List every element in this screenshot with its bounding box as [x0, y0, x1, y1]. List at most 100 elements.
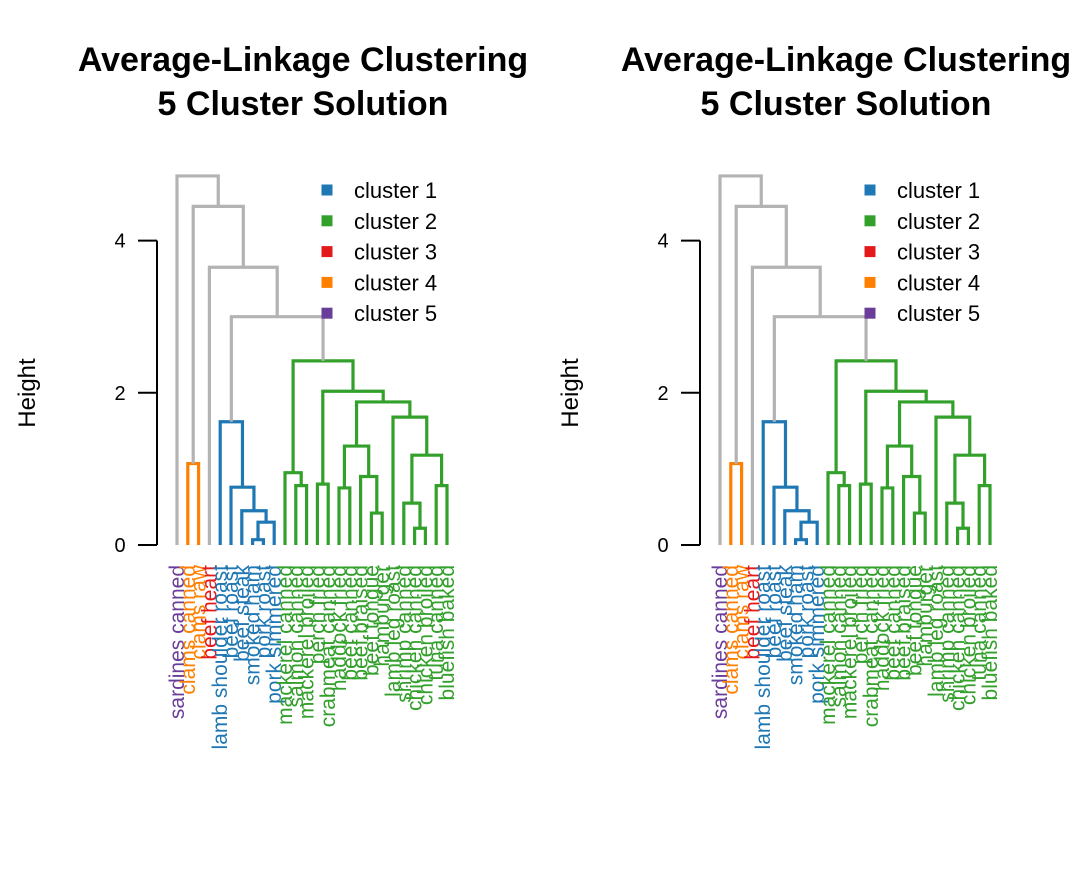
dendrogram-branch — [837, 484, 852, 545]
leaf-label: perch fried — [849, 565, 872, 664]
y-axis-label: Height — [14, 358, 41, 428]
leaf-label: beef heart — [741, 565, 764, 660]
dendrogram-branch — [315, 482, 330, 545]
legend-label: cluster 2 — [897, 209, 980, 234]
dendrogram-branch — [337, 486, 352, 545]
dendrogram-branch — [229, 315, 325, 422]
dendrogram-branch — [342, 444, 371, 488]
y-tick-label: 2 — [114, 383, 125, 405]
leaf-label: pork simmered — [263, 565, 286, 704]
legend-label: cluster 5 — [354, 301, 437, 326]
leaf-label: clams canned — [177, 565, 200, 695]
leaf-label: beef tongue — [360, 565, 383, 676]
dendrogram-branch — [858, 482, 873, 545]
leaf-label: haddock fried — [871, 565, 894, 691]
dendrogram-branch — [885, 444, 914, 488]
legend-swatch — [864, 307, 876, 319]
y-tick-label: 4 — [657, 231, 668, 253]
y-tick-label: 4 — [114, 231, 125, 253]
leaf-label: salmon canned — [828, 565, 851, 707]
dendrogram-branch — [718, 174, 763, 545]
leaf-label: tuna canned — [968, 565, 991, 681]
leaf-label: lamb leg roast — [382, 565, 405, 697]
leaf-label: beef steak — [231, 565, 254, 662]
leaf-label: mackerel canned — [274, 565, 297, 725]
leaf-label: beef roast — [763, 565, 786, 659]
dendrogram-branch — [880, 486, 895, 545]
dendrogram-branch — [934, 415, 972, 545]
legend-label: cluster 1 — [354, 178, 437, 203]
dendrogram-branch — [897, 400, 955, 447]
dendrogram-branch — [369, 511, 384, 545]
leaf-label: clams canned — [720, 565, 743, 695]
leaf-label: chicken broiled — [957, 565, 980, 705]
leaf-label: bluefish baked — [979, 565, 1002, 700]
dendrogram-branch — [912, 511, 927, 545]
legend-label: cluster 3 — [354, 240, 437, 265]
legend-label: cluster 1 — [897, 178, 980, 203]
dendrogram-branch — [256, 520, 276, 545]
leaf-label: mackerel broiled — [839, 565, 862, 719]
legend-swatch — [864, 246, 876, 258]
dendrogram-branch — [772, 315, 868, 422]
leaf-label: salmon canned — [285, 565, 308, 707]
dendrogram-branch — [186, 461, 201, 545]
dendrogram-branch — [321, 389, 385, 485]
dendrogram-branch — [175, 174, 220, 545]
dendrogram-branch — [413, 526, 427, 545]
legend-swatch — [321, 246, 333, 258]
chart-subtitle: 5 Cluster Solution — [701, 85, 992, 123]
dendrogram-branch — [864, 389, 928, 485]
legend-swatch — [864, 215, 876, 227]
legend-label: cluster 2 — [354, 209, 437, 234]
dendrogram-panel-1: Average-Linkage Clustering 5 Cluster Solu… — [14, 41, 528, 749]
leaf-label: bluefish baked — [436, 565, 459, 700]
legend-swatch — [321, 184, 333, 196]
dendrogram-branch — [251, 538, 265, 545]
dendrogram-branch — [283, 471, 303, 545]
leaf-label: chicken canned — [947, 565, 970, 711]
y-tick-label: 0 — [657, 535, 668, 557]
leaf-label: lamb shoulder roast — [209, 565, 232, 750]
leaf-label: lamb leg roast — [925, 565, 948, 697]
dendrogram-branch — [191, 204, 245, 464]
chart-title: Average-Linkage Clustering — [78, 41, 528, 79]
dendrogram-branch — [359, 474, 379, 545]
leaf-label: beef tongue — [903, 565, 926, 676]
leaf-label: beef roast — [220, 565, 243, 659]
dendrogram-branch — [977, 484, 992, 545]
leaf-label: pork simmered — [806, 565, 829, 704]
dendrogram-branch — [794, 538, 808, 545]
leaf-label: perch fried — [306, 565, 329, 664]
legend-label: cluster 5 — [897, 301, 980, 326]
leaf-label: beef heart — [198, 565, 221, 660]
dendrogram-branch — [956, 526, 970, 545]
legend-label: cluster 4 — [354, 270, 437, 295]
leaf-label: clams raw — [188, 564, 211, 659]
dendrogram-branch — [729, 461, 744, 545]
dendrogram-panel-2: Average-Linkage Clustering 5 Cluster Solu… — [557, 41, 1071, 749]
leaf-label: pork roast — [795, 565, 818, 659]
dendrogram-branch — [799, 520, 819, 545]
dendrogram-branch — [945, 501, 965, 545]
leaf-label: shrimp canned — [393, 565, 416, 703]
leaf-label: tuna canned — [425, 565, 448, 681]
dendrogram-branch — [354, 400, 412, 447]
leaf-label: chicken broiled — [414, 565, 437, 705]
leaf-label: beef steak — [774, 565, 797, 662]
leaf-label: chicken canned — [404, 565, 427, 711]
leaf-label: sardines canned — [709, 565, 732, 719]
leaf-label: beef braised — [893, 565, 916, 681]
y-tick-label: 2 — [657, 383, 668, 405]
leaf-label: beef canned — [882, 565, 905, 681]
y-tick-label: 0 — [114, 535, 125, 557]
y-axis-label: Height — [557, 358, 584, 428]
legend-swatch — [864, 184, 876, 196]
dendrogram-branch — [434, 484, 449, 545]
legend-label: cluster 4 — [897, 270, 980, 295]
leaf-label: sardines canned — [166, 565, 189, 719]
dendrogram-branch — [734, 204, 788, 464]
chart-title: Average-Linkage Clustering — [621, 41, 1071, 79]
leaf-label: crabmeat canned — [317, 565, 340, 727]
